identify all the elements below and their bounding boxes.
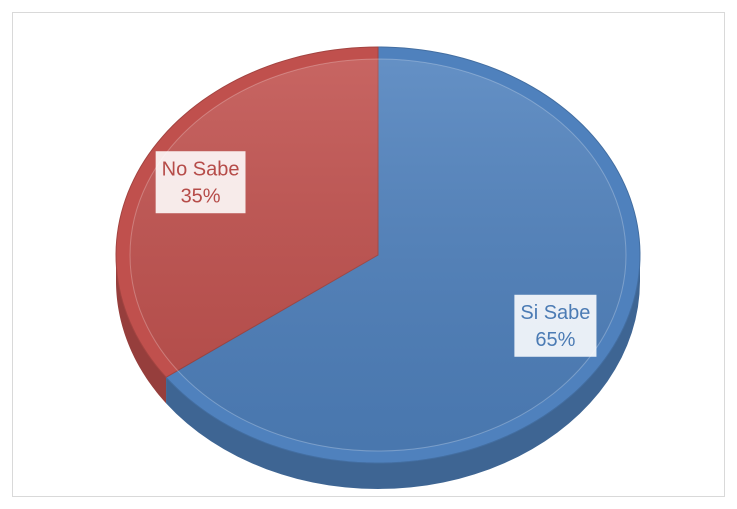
data-label: Si Sabe 65% (514, 294, 597, 357)
data-label-box (155, 151, 246, 214)
data-label-box (514, 294, 597, 357)
pie-sheen (129, 58, 627, 452)
data-label: No Sabe 35% (155, 151, 246, 214)
slice-side (166, 255, 641, 489)
data-label-category: No Sabe (162, 159, 240, 181)
data-label-category: Si Sabe (520, 302, 590, 324)
data-label-value: 35% (181, 186, 221, 208)
data-label-value: 65% (535, 329, 575, 351)
slice-side (116, 255, 167, 404)
